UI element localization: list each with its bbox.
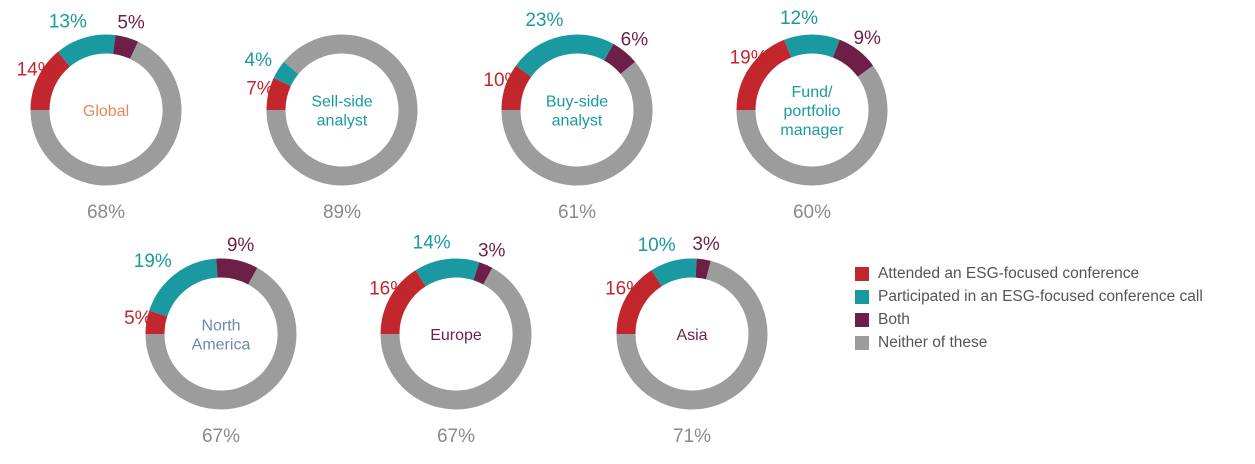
data-label-neither: 60% bbox=[793, 202, 831, 223]
data-label-attended: 16% bbox=[605, 279, 643, 300]
legend-label-neither: Neither of these bbox=[878, 333, 988, 351]
data-label-participated: 14% bbox=[413, 233, 451, 254]
data-label-participated: 10% bbox=[638, 235, 676, 256]
legend-item-attended: Attended an ESG-focused conference bbox=[855, 262, 1203, 285]
legend-label-participated: Participated in an ESG-focused conferenc… bbox=[878, 287, 1203, 305]
data-label-participated: 4% bbox=[245, 50, 273, 71]
data-label-participated: 13% bbox=[49, 12, 87, 33]
donut-segment-attended bbox=[30, 51, 71, 111]
donut-segment-attended bbox=[145, 310, 168, 335]
donut-segment-attended bbox=[380, 270, 427, 335]
donut-segment-attended bbox=[736, 39, 792, 111]
donut-title-line: portfolio bbox=[784, 103, 841, 120]
data-label-participated: 23% bbox=[525, 10, 563, 31]
donut-chart-0: 14% 13% 5% 68% Global bbox=[17, 12, 182, 223]
data-label-neither: 61% bbox=[558, 202, 596, 223]
donut-title-line: Fund/ bbox=[792, 84, 833, 101]
data-label-neither: 68% bbox=[87, 202, 125, 223]
legend-swatch-attended bbox=[855, 266, 869, 281]
donut-title-line: North bbox=[201, 318, 240, 335]
data-label-participated: 19% bbox=[134, 251, 172, 272]
donut-segment-attended bbox=[616, 270, 663, 335]
legend-label-attended: Attended an ESG-focused conference bbox=[878, 264, 1140, 282]
donut-segment-both bbox=[832, 39, 874, 78]
donut-title-line: analyst bbox=[552, 113, 603, 130]
donut-chart-4: 5% 19% 9% 67% North America bbox=[124, 235, 297, 447]
donut-segment-attended bbox=[501, 65, 532, 111]
data-label-both: 9% bbox=[853, 28, 881, 49]
legend: Attended an ESG-focused conference Parti… bbox=[855, 262, 1203, 354]
data-label-neither: 89% bbox=[323, 202, 361, 223]
data-label-attended: 7% bbox=[246, 78, 274, 99]
data-label-attended: 5% bbox=[124, 308, 152, 329]
donut-title-line: Asia bbox=[676, 327, 707, 344]
legend-swatch-participated bbox=[855, 289, 869, 304]
data-label-both: 6% bbox=[621, 30, 649, 51]
legend-item-neither: Neither of these bbox=[855, 331, 1203, 354]
donut-segment-neither bbox=[616, 260, 768, 410]
donut-segment-both bbox=[603, 43, 636, 75]
data-label-neither: 67% bbox=[202, 426, 240, 447]
data-label-attended: 14% bbox=[17, 60, 55, 81]
legend-label-both: Both bbox=[878, 310, 910, 328]
data-label-attended: 10% bbox=[483, 70, 521, 91]
donut-chart-1: 7% 4% 89% Sell-side analyst bbox=[245, 34, 418, 223]
legend-swatch-neither bbox=[855, 335, 869, 350]
donut-segment-both bbox=[695, 258, 711, 280]
donut-segment-participated bbox=[651, 258, 697, 287]
donut-chart-3: 19% 12% 9% 60% Fund/portfolio manager bbox=[730, 8, 888, 223]
donut-segment-both bbox=[473, 262, 493, 285]
data-label-attended: 19% bbox=[730, 47, 768, 68]
data-label-participated: 12% bbox=[780, 8, 818, 29]
donut-segment-participated bbox=[273, 61, 299, 87]
donut-segment-both bbox=[112, 35, 139, 60]
donut-segment-participated bbox=[57, 34, 116, 67]
donut-title-line: Europe bbox=[430, 327, 482, 344]
donut-segment-neither bbox=[380, 267, 532, 410]
donut-segment-participated bbox=[415, 258, 480, 287]
donut-segment-participated bbox=[784, 34, 840, 58]
data-label-neither: 71% bbox=[673, 426, 711, 447]
donut-segment-neither bbox=[30, 41, 182, 186]
donut-title-line: manager bbox=[780, 122, 844, 139]
donut-segment-participated bbox=[149, 258, 218, 317]
legend-item-both: Both bbox=[855, 308, 1203, 331]
legend-item-participated: Participated in an ESG-focused conferenc… bbox=[855, 285, 1203, 308]
donut-chart-2: 10% 23% 6% 61% Buy-side analyst bbox=[483, 10, 653, 223]
donut-title-line: analyst bbox=[317, 113, 368, 130]
donut-segment-neither bbox=[266, 34, 418, 186]
legend-swatch-both bbox=[855, 312, 869, 327]
donut-chart-6: 16% 10% 3% 71% Asia bbox=[605, 234, 768, 447]
data-label-both: 5% bbox=[117, 13, 145, 34]
donut-title-line: Global bbox=[83, 103, 129, 120]
donut-segment-both bbox=[216, 258, 258, 285]
donut-segment-neither bbox=[736, 65, 888, 186]
donut-title-line: Buy-side bbox=[546, 94, 608, 111]
data-label-neither: 67% bbox=[437, 426, 475, 447]
donut-segment-attended bbox=[266, 77, 292, 111]
data-label-attended: 16% bbox=[369, 279, 407, 300]
donut-segment-participated bbox=[515, 34, 614, 78]
data-label-both: 3% bbox=[692, 234, 720, 255]
donut-title-line: Sell-side bbox=[311, 94, 372, 111]
data-label-both: 3% bbox=[478, 240, 506, 261]
donut-title-line: America bbox=[192, 337, 251, 354]
data-label-both: 9% bbox=[227, 235, 255, 256]
donut-chart-5: 16% 14% 3% 67% Europe bbox=[369, 233, 532, 447]
donut-segment-neither bbox=[145, 267, 297, 410]
donut-segment-neither bbox=[501, 61, 653, 186]
